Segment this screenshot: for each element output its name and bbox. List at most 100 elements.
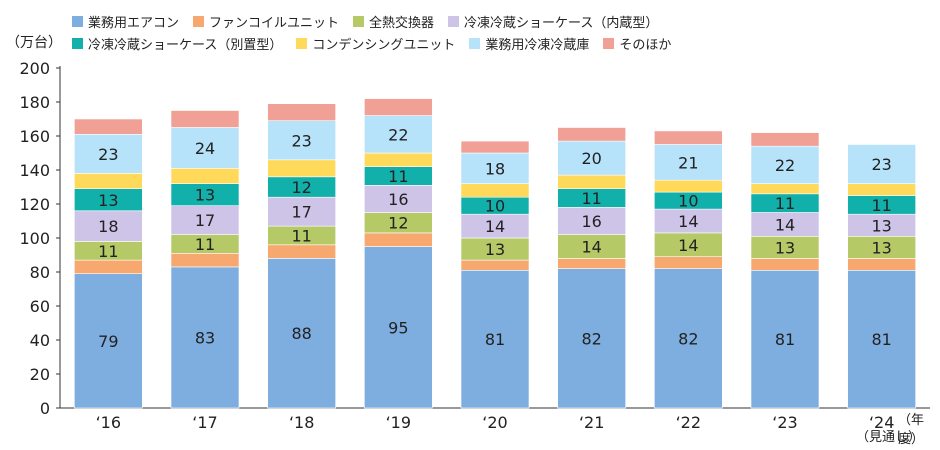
data-label: 81 <box>871 330 891 349</box>
legend-item: 全熱交換器 <box>353 12 434 31</box>
bar-segment <box>460 259 530 271</box>
bar-segment <box>74 118 143 135</box>
data-label: 11 <box>195 235 215 254</box>
legend-item: 業務用エアコン <box>72 12 179 31</box>
bar-segment <box>750 145 820 184</box>
data-label: 11 <box>775 194 795 213</box>
data-label: 21 <box>678 153 698 172</box>
data-label: 13 <box>485 240 505 259</box>
bar-segment <box>170 266 240 409</box>
bar-segment <box>557 258 626 269</box>
bar-segment <box>170 110 240 128</box>
y-tick-label: 160 <box>19 127 50 146</box>
bar-segment <box>74 273 143 409</box>
data-label: 23 <box>871 155 891 174</box>
data-label: 18 <box>98 217 118 236</box>
bar-segment <box>170 253 240 268</box>
legend-item: コンデンシングユニット <box>296 34 455 53</box>
data-label: 14 <box>581 238 601 257</box>
bar-segment <box>750 258 820 271</box>
legend-item: ファンコイルユニット <box>193 12 339 31</box>
data-label: 11 <box>98 242 118 261</box>
y-tick-label: 40 <box>30 331 50 350</box>
x-tick-label: ‘21 <box>579 413 604 432</box>
data-label: 82 <box>581 329 601 348</box>
bar-segment <box>267 244 336 259</box>
legend-row: 冷凍冷蔵ショーケース（別置型） コンデンシングユニット 業務用冷凍冷蔵庫 そのほか <box>72 32 922 54</box>
bar-segment <box>460 269 530 409</box>
y-tick-label: 100 <box>19 229 50 248</box>
y-tick-label: 180 <box>19 93 50 112</box>
data-label: 11 <box>388 167 408 186</box>
data-label: 10 <box>485 197 505 216</box>
data-label: 22 <box>388 125 408 144</box>
x-tick-label: ‘24 <box>869 413 894 432</box>
bar-segment <box>74 210 143 242</box>
data-label: 81 <box>775 330 795 349</box>
y-axis-unit: （万台） <box>6 35 62 51</box>
x-tick-label: ‘19 <box>386 413 411 432</box>
data-label: 79 <box>98 332 118 351</box>
bar-segment <box>654 144 723 181</box>
data-label: 12 <box>388 214 408 233</box>
y-tick-label: 120 <box>19 195 50 214</box>
bar-segment <box>364 152 433 167</box>
legend-label: コンデンシングユニット <box>312 37 456 53</box>
data-label: 24 <box>195 139 215 158</box>
data-label: 16 <box>388 190 408 209</box>
bar-segment <box>847 269 916 409</box>
bar-segment <box>364 185 433 213</box>
legend-swatch <box>353 15 365 27</box>
bar-segment <box>460 183 530 198</box>
data-label: 17 <box>195 211 215 230</box>
bar-segment <box>74 173 143 189</box>
legend-label: 業務用冷凍冷蔵庫 <box>485 37 590 53</box>
bar-segment <box>267 159 336 178</box>
legend: 業務用エアコン ファンコイルユニット 全熱交換器 冷凍冷蔵ショーケース（内蔵型） 冷凍冷… <box>72 10 922 54</box>
data-label: 88 <box>291 324 311 343</box>
bar-segment <box>557 140 626 176</box>
y-tick-label: 0 <box>40 399 50 418</box>
data-label: 10 <box>678 192 698 211</box>
y-tick-label: 60 <box>30 297 50 316</box>
y-tick-label: 80 <box>30 263 50 282</box>
data-label: 14 <box>485 217 505 236</box>
bar-segment <box>364 246 433 409</box>
data-label: 14 <box>678 236 698 255</box>
bar-segment <box>847 183 916 196</box>
data-label: 83 <box>195 328 215 347</box>
bar-segment <box>750 269 820 409</box>
bar-segment <box>847 144 916 184</box>
legend-swatch <box>193 15 205 27</box>
bar-segment <box>267 120 336 161</box>
data-label: 13 <box>775 238 795 257</box>
bar-segment <box>654 256 723 269</box>
data-label: 12 <box>291 178 311 197</box>
bar-segment <box>557 268 626 409</box>
data-label: 81 <box>485 330 505 349</box>
bar-segment <box>750 183 820 195</box>
legend-row: 業務用エアコン ファンコイルユニット 全熱交換器 冷凍冷蔵ショーケース（内蔵型） <box>72 10 922 32</box>
legend-item: 業務用冷凍冷蔵庫 <box>469 34 589 53</box>
bar-segment <box>460 140 530 154</box>
data-label: 11 <box>871 196 891 215</box>
data-label: 11 <box>581 189 601 208</box>
legend-label: そのほか <box>619 37 672 53</box>
x-tick-label: ‘16 <box>96 413 121 432</box>
forecast-note: （見通し） <box>856 430 922 445</box>
bar-segment <box>364 232 433 247</box>
data-label: 14 <box>678 212 698 231</box>
bar-segment <box>267 258 336 409</box>
y-tick-label: 20 <box>30 365 50 384</box>
data-label: 18 <box>485 159 505 178</box>
legend-item: 冷凍冷蔵ショーケース（内蔵型） <box>448 12 658 31</box>
bar-segment <box>557 174 626 190</box>
bar-segment <box>460 152 530 184</box>
bar-segment <box>364 115 433 154</box>
x-tick-label: ‘18 <box>289 413 314 432</box>
data-label: 16 <box>581 212 601 231</box>
legend-item: そのほか <box>603 34 671 53</box>
x-tick-label: ‘23 <box>772 413 797 432</box>
data-label: 22 <box>775 156 795 175</box>
